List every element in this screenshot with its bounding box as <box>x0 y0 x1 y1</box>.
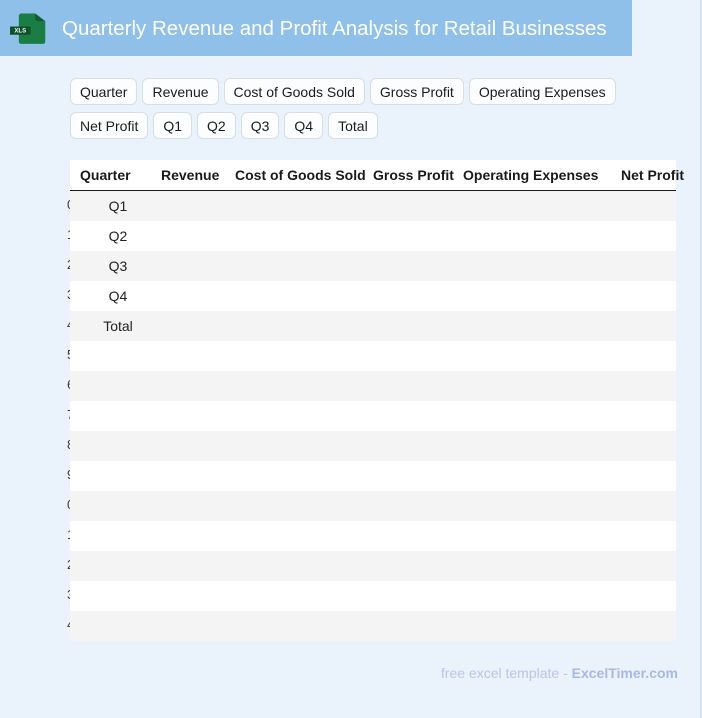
svg-text:XLS: XLS <box>14 29 26 35</box>
